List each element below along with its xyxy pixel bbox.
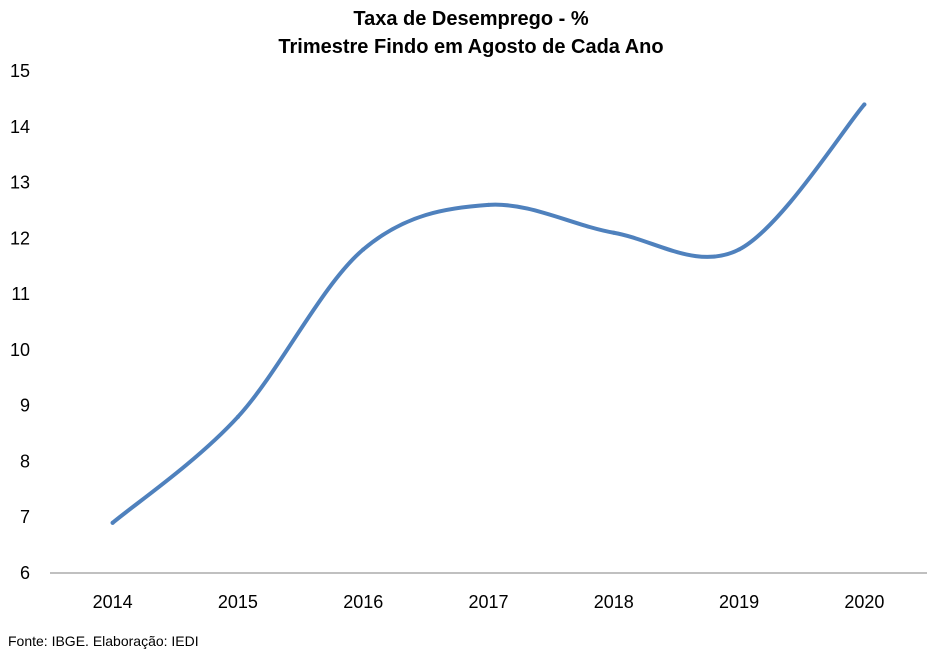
x-tick-label: 2015: [218, 592, 258, 612]
y-tick-label: 15: [10, 61, 30, 81]
x-tick-label: 2014: [93, 592, 133, 612]
y-tick-label: 11: [11, 284, 30, 304]
x-tick-label: 2019: [719, 592, 759, 612]
series-line: [110, 102, 867, 525]
y-tick-label: 7: [20, 507, 30, 527]
data-point-2015: [235, 414, 240, 419]
x-tick-label: 2017: [468, 592, 508, 612]
y-tick-label: 10: [10, 340, 30, 360]
chart-subtitle: Trimestre Findo em Agosto de Cada Ano: [278, 36, 663, 58]
series-layer: [110, 102, 867, 525]
x-axis-tick-labels: 2014 2015 2016 2017 2018 2019 2020: [93, 592, 885, 612]
y-tick-label: 13: [10, 173, 30, 193]
y-tick-label: 14: [10, 117, 30, 137]
data-point-2016: [361, 247, 366, 252]
x-tick-label: 2018: [594, 592, 634, 612]
chart-title: Taxa de Desemprego - %: [353, 8, 588, 30]
data-point-2017: [486, 202, 491, 207]
data-point-2014: [110, 520, 115, 525]
x-tick-label: 2016: [343, 592, 383, 612]
data-point-2020: [862, 102, 867, 107]
data-point-2018: [611, 230, 616, 235]
data-point-2019: [737, 247, 742, 252]
source-note: Fonte: IBGE. Elaboração: IEDI: [8, 633, 199, 649]
y-tick-label: 8: [20, 451, 30, 471]
x-tick-label: 2020: [844, 592, 884, 612]
y-axis-tick-labels: 6 7 8 9 10 11 12 13 14 15: [10, 61, 30, 583]
y-tick-label: 12: [10, 228, 30, 248]
y-tick-label: 9: [20, 396, 30, 416]
y-tick-label: 6: [20, 563, 30, 583]
